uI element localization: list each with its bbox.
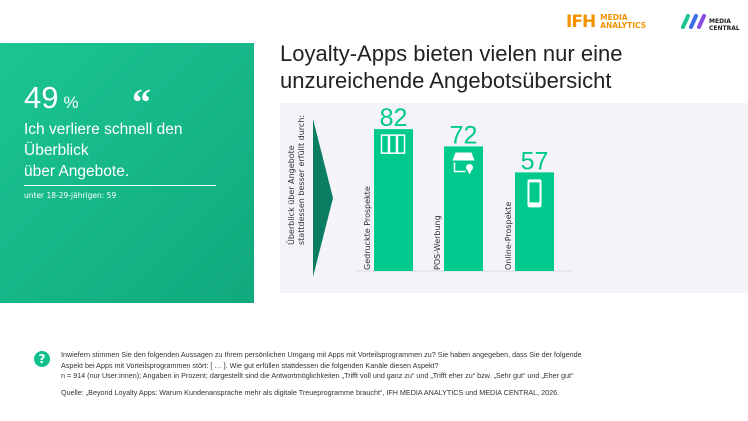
title-line: unzureichende Angebotsübersicht [280,68,612,93]
footnote-line: n = 914 (nur User:innen); Angaben in Pro… [61,371,574,380]
ifh-logo-media: MEDIA [600,13,628,22]
chart-area [280,103,748,293]
mc-logo-central: CENTRAL [709,25,740,32]
footnote-line: Inwiefern stimmen Sie den folgenden Auss… [61,350,582,359]
title-line: Loyalty-Apps bieten vielen nur eine [280,41,623,66]
subgroup-note: unter 18-29-jährigen: 59 [24,191,117,200]
footnote: Inwiefern stimmen Sie den folgenden Auss… [61,350,582,382]
quote-icon: “ [132,82,151,124]
brochure-icon [380,134,406,154]
media-central-logo: MEDIA CENTRAL [680,10,740,32]
footnote-line: Aspekt bei Apps mit Vorteilsprogrammen s… [61,360,439,370]
ifh-logo: IFH MEDIA ANALYTICS [566,12,646,32]
ylabel-line: stattdessen besser erfüllt durch: [297,115,306,245]
statement-line: über Angebote. [24,163,130,180]
category-label: Online-Prospekte [504,202,513,270]
bar-1 [444,146,483,271]
ifh-logo-analytics: ANALYTICS [600,21,647,30]
category-label: POS-Werbung [433,215,442,270]
highlight-panel [0,43,254,303]
source-note: Quelle: „Beyond Loyalty Apps: Warum Kund… [61,388,560,397]
store-location-icon [452,152,475,175]
divider [24,185,216,186]
data-label: 72 [450,121,478,149]
question-icon: ? [34,351,50,367]
statement-line: Überblick [24,142,89,159]
statement-line: Ich verliere schnell den [24,121,183,138]
mc-logo-media: MEDIA [709,18,731,25]
category-label: Gedruckte Prospekte [363,186,372,270]
page-title: Loyalty-Apps bieten vielen nur eine unzu… [280,40,622,94]
data-label: 82 [380,104,408,132]
highlight-value: 49% [24,80,79,115]
smartphone-icon [527,179,542,208]
media-central-mark-icon [681,14,706,29]
ylabel-line: Überblick über Angebote [286,145,296,245]
ifh-logo-text: IFH [566,12,596,32]
bar-0 [374,129,413,271]
highlight-unit: % [63,93,79,112]
arrow-shape [313,119,333,277]
data-label: 57 [521,147,549,175]
highlight-statement: Ich verliere schnell den Überblick über … [24,119,224,182]
